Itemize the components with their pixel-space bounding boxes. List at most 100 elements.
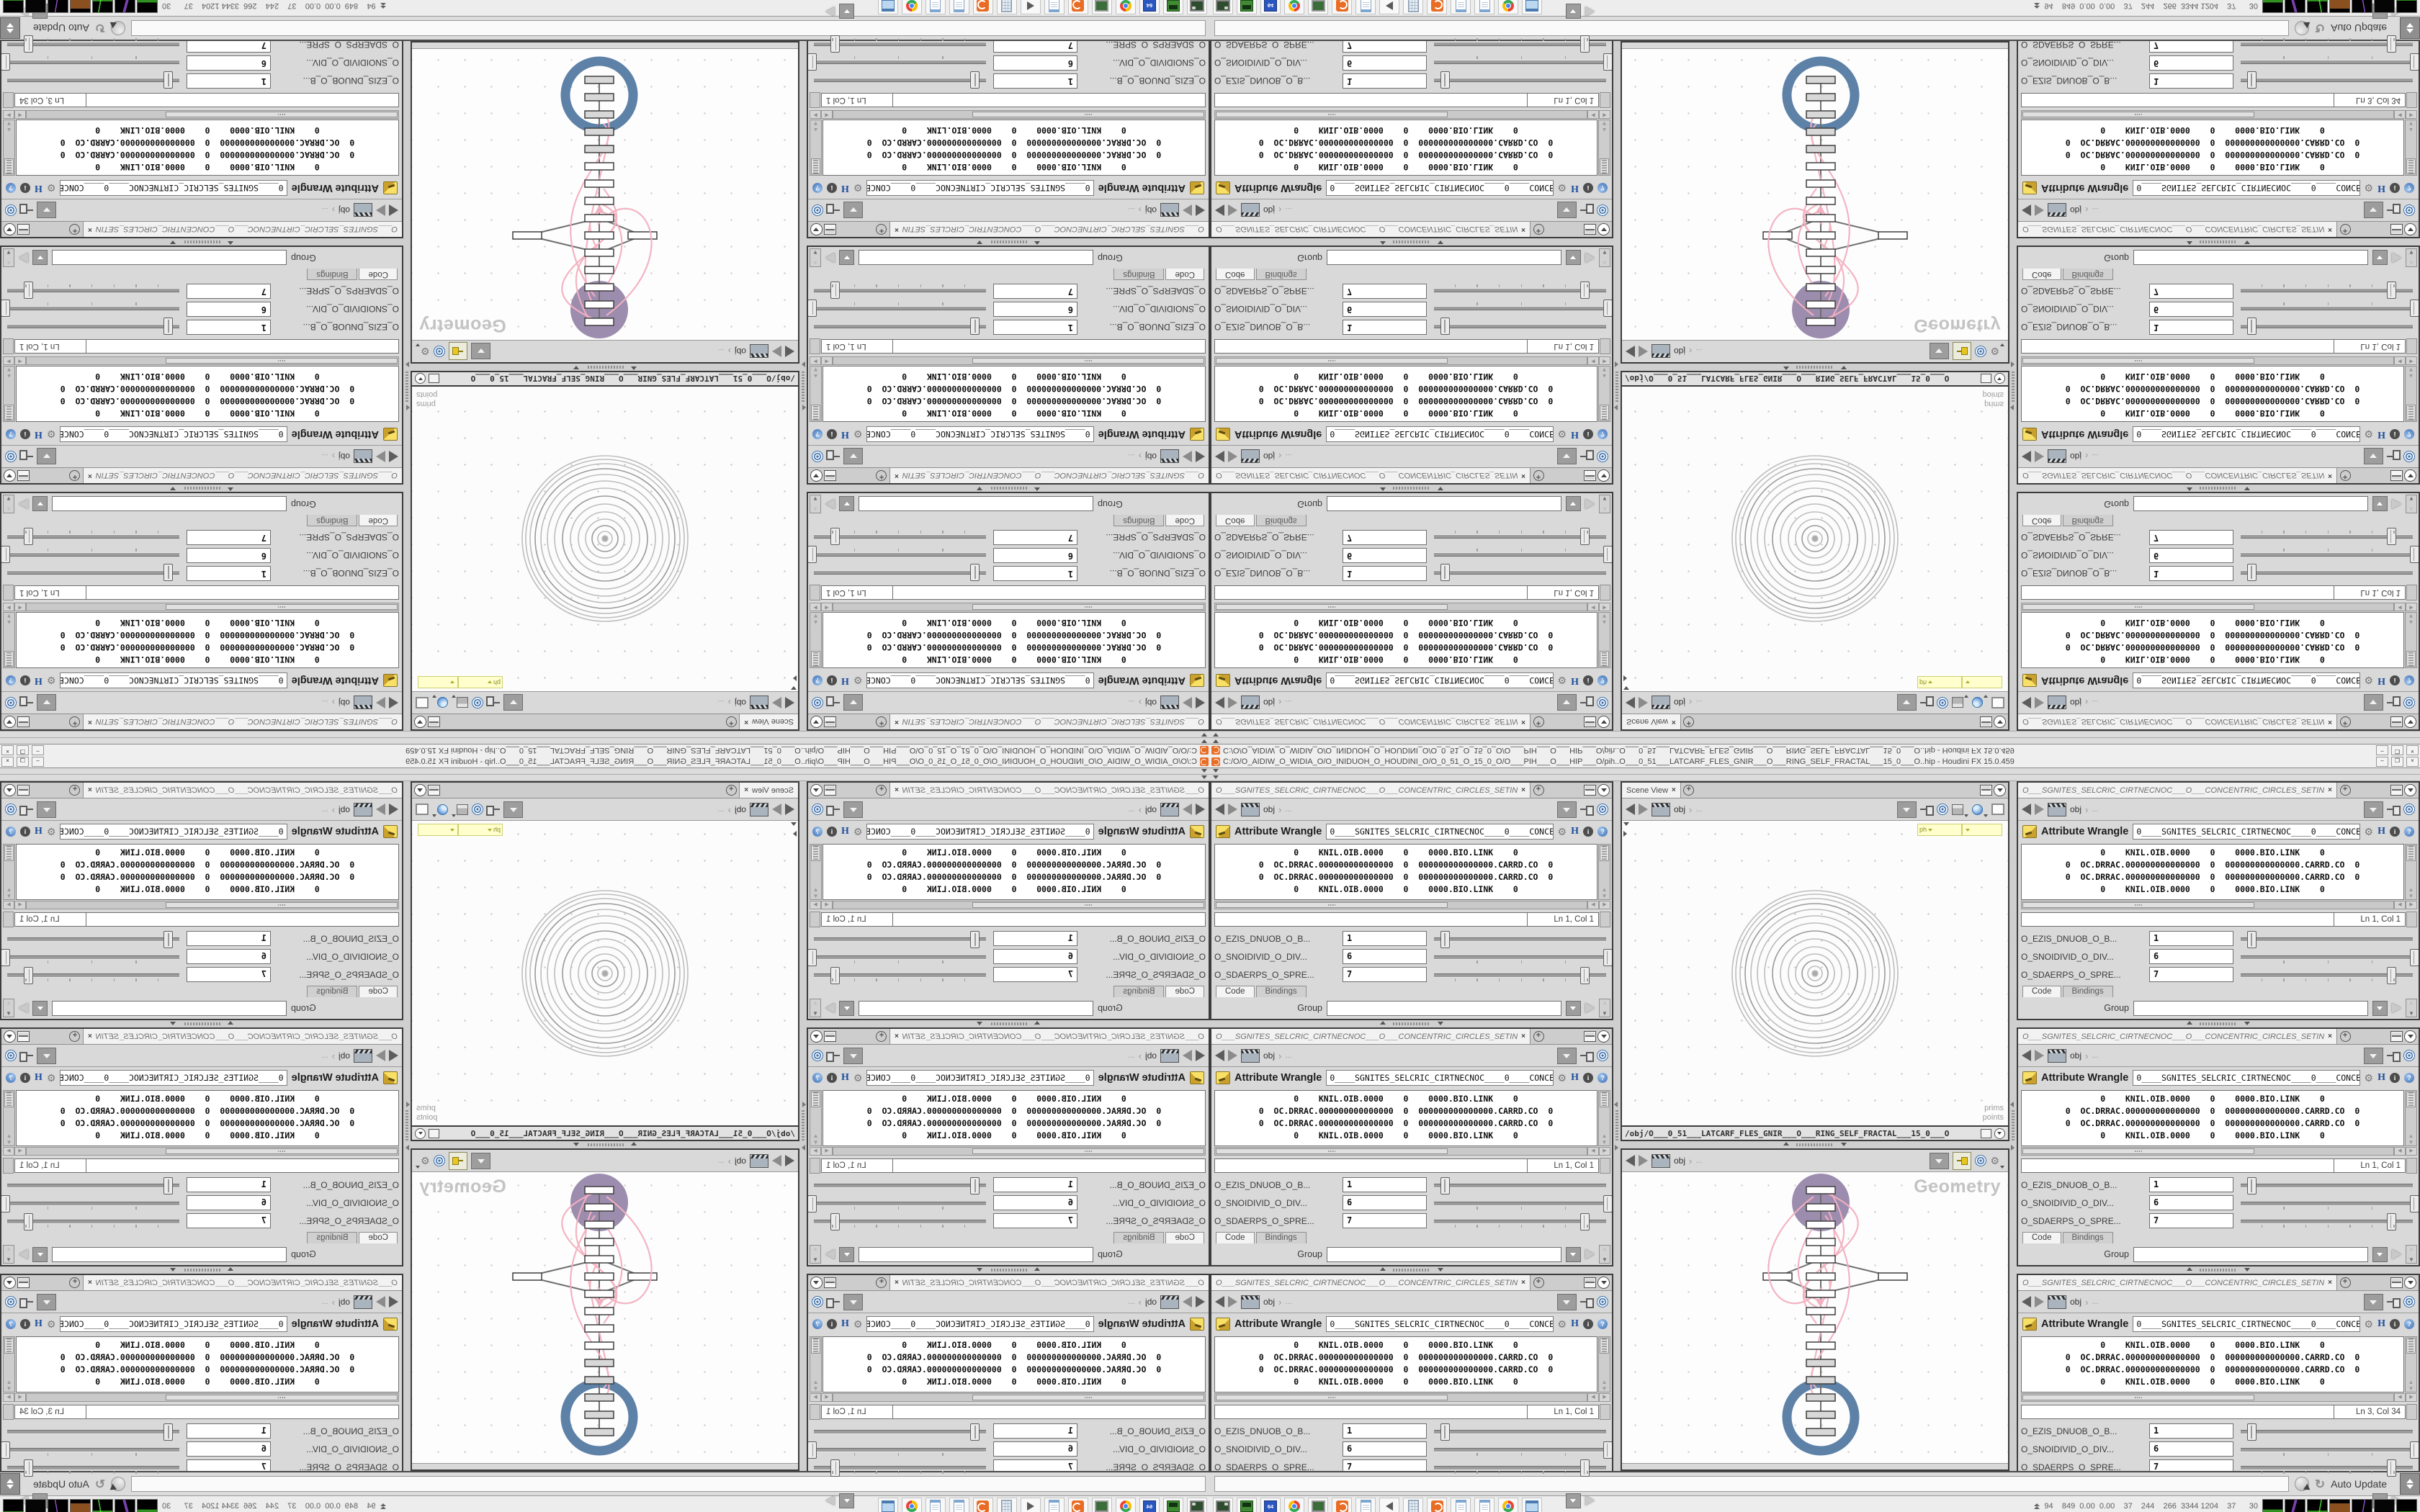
chrome-icon[interactable] (1498, 1497, 1518, 1512)
group-select-arrow-icon[interactable] (2392, 1003, 2401, 1013)
param-value-field[interactable]: 7 (2149, 284, 2233, 299)
forward-arrow-icon[interactable] (2035, 451, 2044, 462)
pin-icon[interactable] (1580, 1297, 1594, 1308)
scroll-down-icon[interactable]: ▼ (812, 1139, 819, 1146)
scroll-right-icon[interactable]: ▶ (810, 110, 821, 119)
horizontal-scrollbar[interactable]: ◀ ▶ (2021, 603, 2417, 611)
pane-menu-button[interactable] (1994, 373, 2005, 384)
forward-arrow-icon[interactable] (772, 1155, 781, 1166)
pin-icon[interactable] (20, 451, 33, 462)
param-slider[interactable] (2239, 1212, 2416, 1230)
scroll-right-icon[interactable]: ▶ (1599, 356, 1610, 365)
collapsed-shelf-strip[interactable] (1210, 768, 2420, 775)
param-value-field[interactable]: 6 (1343, 1441, 1427, 1457)
pane-tab[interactable]: O___SGNITES_SELCRIC_CIRTNECNOC___O___CON… (1211, 714, 1531, 729)
new-tab-button[interactable]: + (874, 222, 889, 237)
group-dropdown-button[interactable] (839, 496, 854, 512)
param-slider[interactable] (811, 1423, 987, 1441)
slider-track[interactable] (2241, 1447, 2413, 1452)
follow-target-icon[interactable] (433, 1155, 445, 1166)
context-label[interactable]: obj (1674, 1156, 1686, 1166)
horizontal-scrollbar[interactable]: ◀ ▶ (2021, 356, 2417, 365)
perf-graph-tile[interactable] (3, 1498, 24, 1512)
snippet-editor[interactable] (86, 339, 399, 354)
slider-handle[interactable] (1603, 948, 1612, 966)
back-arrow-icon[interactable] (1215, 697, 1224, 708)
snippet-scroll-stub[interactable] (810, 585, 820, 600)
pane-splitter[interactable] (0, 485, 403, 492)
param-value-field[interactable]: 7 (993, 530, 1077, 545)
snippet-scroll-stub[interactable] (3, 1404, 14, 1420)
pin-icon[interactable] (2387, 698, 2400, 708)
window-title-bar[interactable]: C:/O/O_AIDIW_O_WIDIA_O/O_INIDUOH_O_HOUDI… (0, 744, 1210, 756)
chrome-icon[interactable] (902, 1497, 922, 1512)
new-tab-button[interactable]: + (723, 714, 739, 729)
param-slider[interactable] (1433, 300, 1613, 318)
scrollbar-thumb[interactable] (811, 405, 820, 420)
slider-handle[interactable] (1603, 1194, 1612, 1212)
pane-menu-button[interactable] (4, 469, 16, 482)
obj-context-icon[interactable] (354, 449, 372, 464)
follow-target-icon[interactable] (2403, 451, 2415, 462)
chrome-icon[interactable] (1284, 1497, 1304, 1512)
new-tab-button[interactable]: + (874, 1029, 889, 1044)
camera-menu-box[interactable]: ph (458, 824, 503, 836)
floppy-64-icon[interactable]: 64 (1260, 1497, 1281, 1512)
maximize-pane-button[interactable] (1584, 1031, 1596, 1042)
console-icon[interactable] (1163, 1497, 1183, 1512)
gear-icon[interactable]: ⚙ (46, 428, 56, 440)
tab-code[interactable]: Code (2022, 269, 2061, 280)
maximize-pane-button[interactable] (2390, 785, 2403, 796)
param-slider[interactable] (2239, 948, 2419, 966)
back-arrow-icon[interactable] (785, 804, 794, 815)
node-name-field[interactable]: 0____SGNITES_SELCRIC_CIRTNECNOC____0____… (60, 1316, 287, 1332)
vertical-scrollbar[interactable]: ▲ ▼ (1598, 1336, 1610, 1392)
tab-bindings[interactable]: Bindings (1113, 986, 1165, 997)
slider-handle[interactable] (1603, 300, 1613, 318)
slider-handle[interactable] (2247, 930, 2257, 948)
param-value-field[interactable]: 1 (993, 931, 1077, 946)
path-dropdown-button[interactable] (1930, 1152, 1950, 1169)
param-value-field[interactable]: 6 (1343, 302, 1427, 317)
houdini-help-icon[interactable]: H (2378, 675, 2385, 686)
scrollbar-track[interactable] (26, 110, 399, 119)
obj-context-icon[interactable] (2048, 203, 2066, 217)
forward-arrow-icon[interactable] (376, 697, 385, 708)
path-dropdown-button[interactable] (843, 694, 863, 711)
pane-menu-button[interactable] (810, 223, 823, 235)
chrome-icon[interactable] (1498, 0, 1518, 15)
param-value-field[interactable]: 1 (2149, 566, 2233, 581)
obj-context-icon[interactable] (2048, 449, 2066, 464)
scroll-down-icon[interactable]: ▼ (1601, 613, 1608, 619)
window-title-bar[interactable]: C:/O/O_AIDIW_O_WIDIA_O/O_INIDUOH_O_HOUDI… (1210, 744, 2420, 756)
path-dropdown-button[interactable] (37, 1293, 56, 1310)
snippet-scroll-stub[interactable] (2406, 585, 2417, 600)
scrollbar-thumb[interactable] (1600, 1092, 1609, 1107)
perf-graph-tile[interactable] (2352, 0, 2372, 14)
context-label[interactable]: obj (1263, 1297, 1276, 1307)
node-graph[interactable] (412, 1172, 798, 1463)
pane-tab[interactable]: O___SGNITES_SELCRIC_CIRTNECNOC___O___CON… (889, 714, 1209, 729)
scroll-right-icon[interactable]: ▶ (2406, 603, 2417, 611)
slider-track[interactable] (7, 937, 179, 942)
param-value-field[interactable]: 1 (187, 320, 271, 335)
slider-handle[interactable] (2247, 71, 2257, 89)
calculator-icon[interactable] (1403, 1497, 1423, 1512)
path-dropdown-button[interactable] (470, 343, 490, 360)
gear-icon[interactable]: ⚙ (421, 346, 430, 357)
slider-track[interactable] (1434, 306, 1606, 311)
gear-icon[interactable]: ⚙ (1557, 675, 1567, 686)
pane-scrollbar[interactable]: ▲ ▼ (3, 248, 14, 267)
pane-menu-button[interactable] (1597, 1277, 1610, 1289)
scrollbar-track[interactable] (1214, 110, 1587, 119)
perf-graph-tile[interactable] (2285, 1498, 2305, 1512)
obj-context-icon[interactable] (1241, 696, 1260, 710)
pane-tab[interactable]: O___SGNITES_SELCRIC_CIRTNECNOC___O___CON… (2018, 468, 2337, 483)
wrangle-node-icon[interactable] (1190, 1071, 1204, 1084)
pane-tab[interactable]: O___SGNITES_SELCRIC_CIRTNECNOC___O___CON… (83, 222, 402, 237)
wrangle-node-icon[interactable] (383, 1318, 398, 1331)
scrollbar-track[interactable] (1214, 603, 1587, 611)
perf-graph-tile[interactable] (115, 0, 135, 14)
slider-handle[interactable] (1579, 1459, 1590, 1477)
follow-target-icon[interactable] (812, 1050, 823, 1061)
